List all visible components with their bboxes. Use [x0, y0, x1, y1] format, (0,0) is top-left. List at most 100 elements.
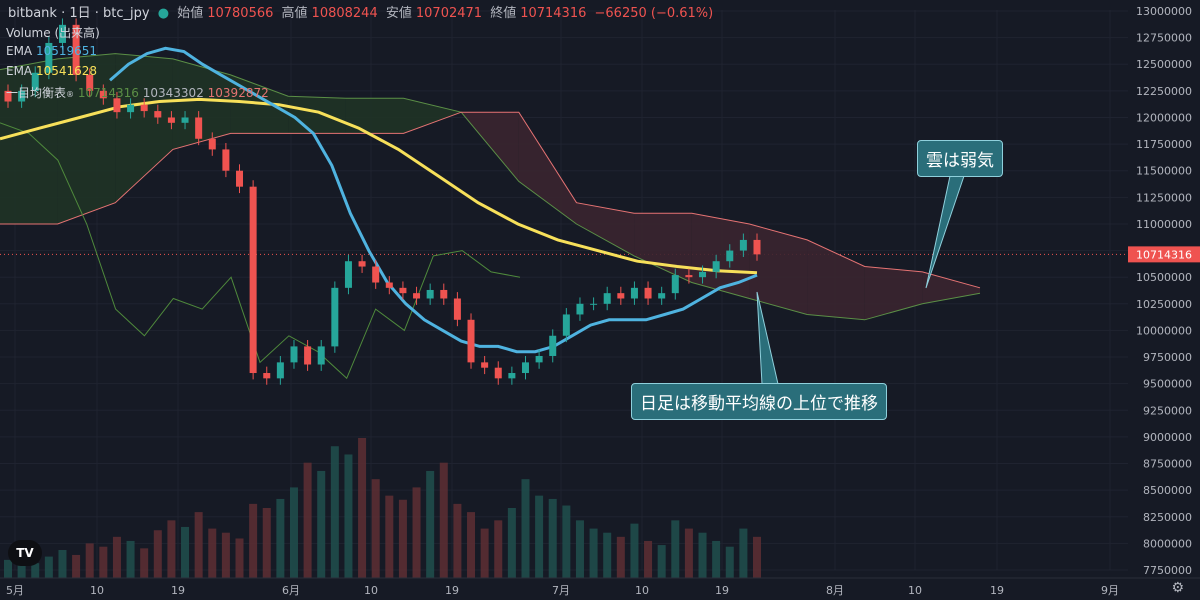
volume-bar: [221, 532, 230, 578]
candlesticks[interactable]: [4, 18, 761, 385]
current-price-tag: [1128, 246, 1200, 263]
price-tick-label: 12000000: [1136, 111, 1192, 124]
volume-bar: [630, 523, 639, 578]
legend-volume[interactable]: Volume (出来高): [6, 24, 100, 41]
cloud-segment: [172, 58, 231, 150]
volume-bar: [616, 536, 625, 578]
time-tick-label: 8月: [826, 584, 844, 597]
price-tick-label: 11000000: [1136, 218, 1192, 231]
candle-body: [45, 42, 53, 73]
candle-body: [113, 98, 121, 113]
candle-body: [222, 149, 230, 171]
high-value: 10808244: [311, 6, 378, 21]
volume-bar: [358, 438, 367, 578]
open-label: 始値: [177, 6, 204, 21]
close-label: 終値: [490, 6, 517, 21]
cloud-segment: [864, 266, 923, 320]
candle-body: [385, 282, 393, 288]
time-tick-label: 9月: [1101, 584, 1119, 597]
price-tick-label: 10250000: [1136, 298, 1192, 311]
legend-ema-short[interactable]: EMA 10519651: [6, 44, 97, 58]
volume-bar: [99, 546, 108, 578]
candle-body: [413, 293, 421, 299]
candle-body: [753, 239, 761, 255]
price-tick-label: 13000000: [1136, 5, 1192, 18]
candle-body: [72, 24, 80, 75]
indicator-lines: [0, 46, 758, 380]
volume-bar: [276, 498, 285, 578]
gear-icon[interactable]: ⚙: [1171, 580, 1184, 596]
cloud-segment: [807, 239, 865, 320]
ema-long-line: [0, 97, 758, 275]
volume-bar: [235, 538, 244, 578]
ichimoku-value-3: 10392872: [207, 86, 269, 100]
price-tick-label: 10500000: [1136, 271, 1192, 284]
candle-body: [99, 90, 107, 99]
volume-bar: [480, 528, 489, 578]
price-tick-label: 8250000: [1143, 511, 1192, 524]
cloud-segment: [288, 96, 346, 134]
cloud-segment: [922, 271, 980, 304]
volume-bar: [317, 470, 326, 578]
candle-body: [167, 117, 175, 123]
volume-bar: [507, 508, 516, 578]
time-tick-label: 7月: [552, 584, 570, 597]
volume-bar: [194, 512, 203, 578]
candle-body: [18, 90, 26, 102]
volume-bar: [72, 554, 81, 578]
cloud-callout: 雲は弱気: [917, 140, 1003, 177]
candle-body: [494, 367, 502, 379]
candle-body: [344, 261, 352, 288]
volume-bar: [181, 526, 190, 578]
candle-body: [712, 261, 720, 272]
time-tick-label: 10: [90, 584, 104, 597]
volume-bar: [85, 543, 94, 578]
cloud-segment: [518, 112, 577, 224]
candle-body: [549, 335, 557, 356]
price-tick-label: 11500000: [1136, 165, 1192, 178]
volume-label: Volume (出来高): [6, 26, 100, 40]
volume-bar: [249, 503, 258, 578]
volume-bar: [140, 548, 149, 578]
tradingview-logo[interactable]: TV: [8, 540, 42, 566]
span-a-line: [0, 53, 981, 321]
price-axis[interactable]: 13000000 12750000 12500000 12250000 12000000…: [1128, 5, 1200, 577]
candle-body: [249, 186, 257, 374]
volume-bar: [575, 520, 584, 578]
volume-bar: [521, 479, 530, 578]
price-tick-label: 11750000: [1136, 138, 1192, 151]
candle-body: [521, 362, 529, 374]
price-tick-label: 9250000: [1143, 404, 1192, 417]
volume-bar: [671, 520, 680, 578]
candle-body: [590, 303, 598, 305]
time-axis[interactable]: 5月 10 19 6月 10 19 7月 10 19 8月 10 19 9月: [0, 577, 1200, 597]
volume-bar: [712, 540, 721, 578]
volume-bar: [589, 528, 598, 578]
callout-pointers: [756, 175, 965, 385]
candle-body: [127, 104, 135, 113]
candle-body: [290, 346, 298, 363]
volume-bar: [398, 499, 407, 578]
ichimoku-label: 一目均衡表: [6, 86, 67, 100]
volume-bar: [753, 536, 761, 578]
volume-bar: [344, 454, 353, 578]
candle-body: [399, 287, 407, 294]
candle-body: [4, 90, 12, 102]
dot-icon[interactable]: ●: [157, 6, 170, 21]
candle-body: [140, 104, 148, 112]
candle-body: [739, 239, 747, 251]
symbol-title[interactable]: bitbank · 1日 · btc_jpy: [8, 6, 150, 21]
low-label: 安値: [385, 6, 412, 21]
ema-short-line: [109, 46, 758, 354]
legend-ichimoku[interactable]: 一目均衡表® 10714316 10343302 10392872: [6, 86, 269, 100]
ema-long-label: EMA: [6, 64, 33, 78]
price-tick-label: 10000000: [1136, 324, 1192, 337]
volume-bar: [262, 508, 271, 578]
time-tick-label: 10: [635, 584, 649, 597]
volume-bar: [371, 479, 380, 578]
ema-long-value: 10541628: [35, 64, 98, 78]
time-tick-label: 5月: [6, 584, 24, 597]
legend-ema-long[interactable]: EMA 10541628: [6, 64, 97, 78]
open-value: 10780566: [207, 6, 274, 21]
